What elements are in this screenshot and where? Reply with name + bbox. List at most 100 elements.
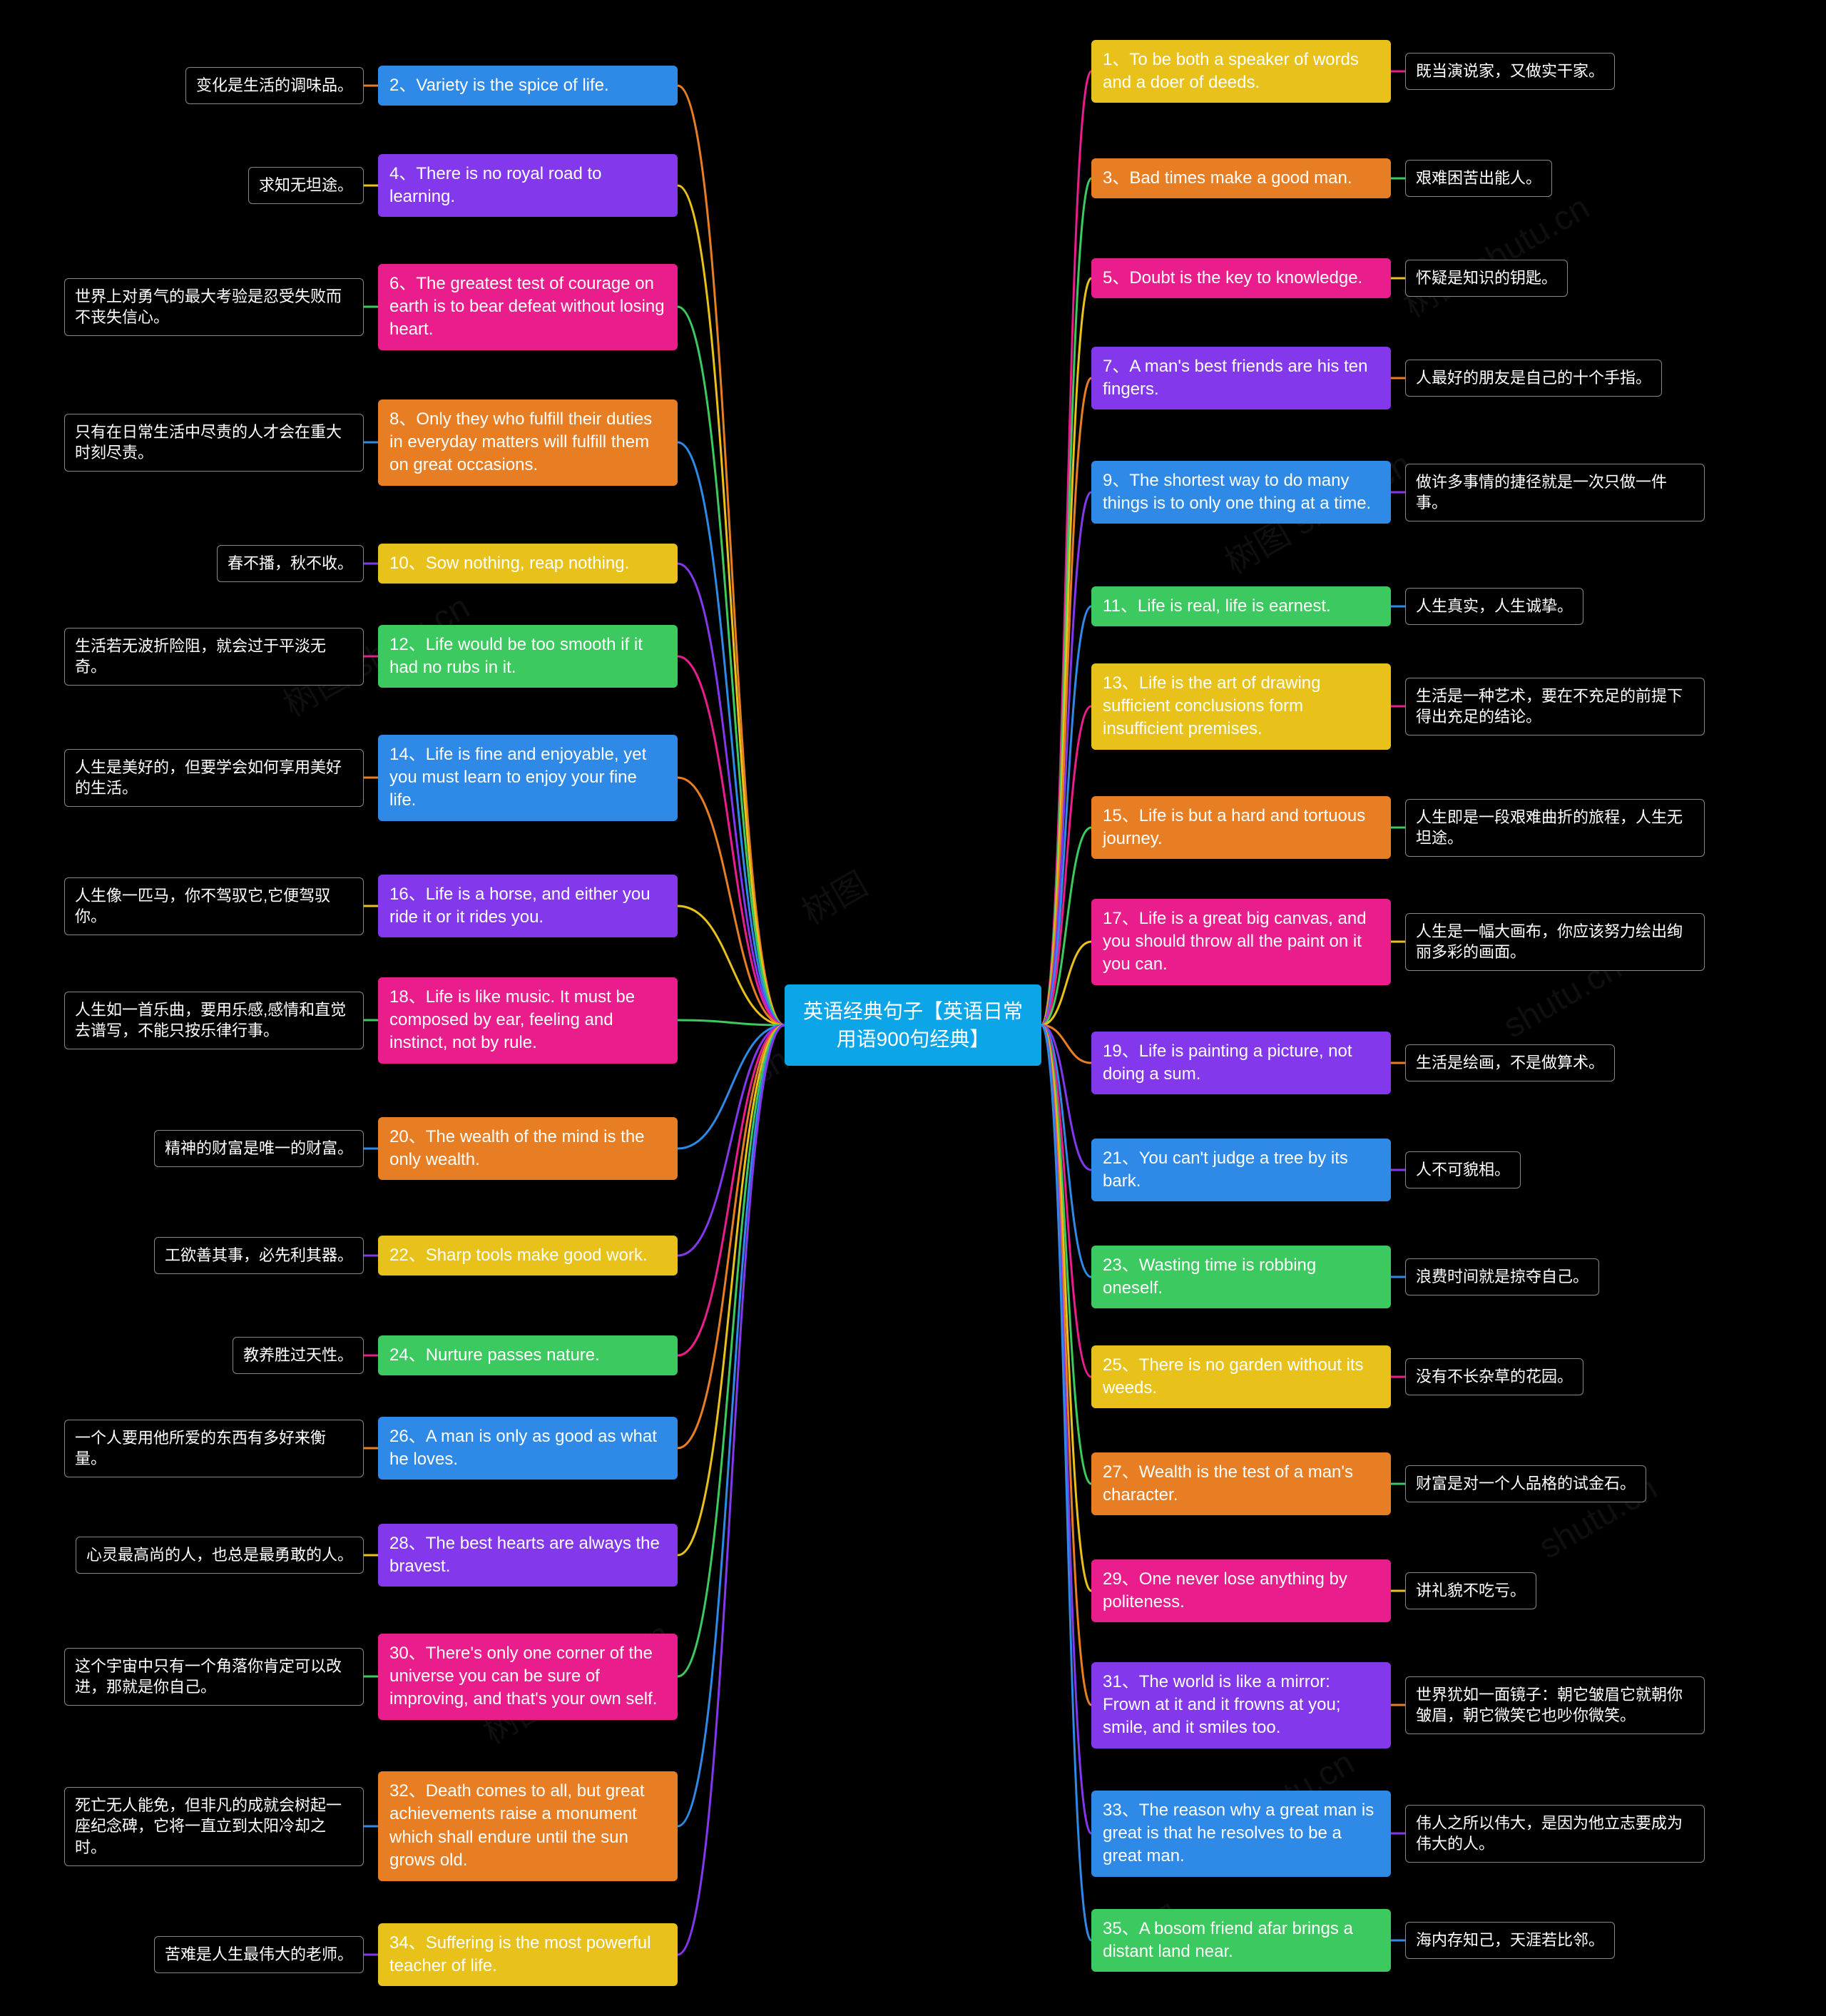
connection-edge xyxy=(1041,1025,1091,1377)
connection-edge xyxy=(1041,1025,1091,1940)
connection-edge xyxy=(678,1025,785,1955)
note-node: 生活是绘画，不是做算术。 xyxy=(1405,1044,1615,1081)
topic-node[interactable]: 33、The reason why a great man is great i… xyxy=(1091,1791,1391,1877)
note-node: 伟人之所以伟大，是因为他立志要成为伟大的人。 xyxy=(1405,1805,1705,1863)
connection-edge xyxy=(1041,278,1091,1025)
note-node: 浪费时间就是掠夺自己。 xyxy=(1405,1258,1599,1295)
note-node: 这个宇宙中只有一个角落你肯定可以改进，那就是你自己。 xyxy=(64,1648,364,1706)
note-node: 求知无坦途。 xyxy=(248,167,364,204)
topic-node[interactable]: 17、Life is a great big canvas, and you s… xyxy=(1091,899,1391,985)
connection-edge xyxy=(678,1025,785,1826)
connection-edge xyxy=(678,1025,785,1448)
note-node: 财富是对一个人品格的试金石。 xyxy=(1405,1465,1646,1502)
topic-node[interactable]: 5、Doubt is the key to knowledge. xyxy=(1091,258,1391,298)
note-node: 死亡无人能免，但非凡的成就会树起一座纪念碑，它将一直立到太阳冷却之时。 xyxy=(64,1787,364,1866)
note-node: 工欲善其事，必先利其器。 xyxy=(154,1237,364,1274)
note-node: 教养胜过天性。 xyxy=(233,1337,364,1374)
topic-node[interactable]: 24、Nurture passes nature. xyxy=(378,1335,678,1375)
connection-edge xyxy=(678,86,785,1025)
topic-node[interactable]: 1、To be both a speaker of words and a do… xyxy=(1091,40,1391,103)
topic-node[interactable]: 25、There is no garden without its weeds. xyxy=(1091,1345,1391,1409)
connection-edge xyxy=(1041,828,1091,1025)
note-node: 怀疑是知识的钥匙。 xyxy=(1405,260,1568,297)
connection-edge xyxy=(678,185,785,1025)
note-node: 苦难是人生最伟大的老师。 xyxy=(154,1936,364,1973)
topic-node[interactable]: 12、Life would be too smooth if it had no… xyxy=(378,625,678,688)
topic-node[interactable]: 26、A man is only as good as what he love… xyxy=(378,1417,678,1480)
connection-edge xyxy=(1041,492,1091,1025)
topic-node[interactable]: 2、Variety is the spice of life. xyxy=(378,66,678,106)
topic-node[interactable]: 6、The greatest test of courage on earth … xyxy=(378,264,678,350)
topic-node[interactable]: 8、Only they who fulfill their duties in … xyxy=(378,399,678,486)
topic-node[interactable]: 7、A man's best friends are his ten finge… xyxy=(1091,347,1391,410)
watermark: 树图 xyxy=(791,857,875,935)
topic-node[interactable]: 15、Life is but a hard and tortuous journ… xyxy=(1091,796,1391,860)
connection-edge xyxy=(678,1025,785,1355)
note-node: 艰难困苦出能人。 xyxy=(1405,160,1552,197)
note-node: 生活是一种艺术，要在不充足的前提下得出充足的结论。 xyxy=(1405,678,1705,735)
topic-node[interactable]: 23、Wasting time is robbing oneself. xyxy=(1091,1246,1391,1309)
connection-edge xyxy=(678,656,785,1025)
connection-edge xyxy=(1041,178,1091,1025)
connection-edge xyxy=(678,906,785,1025)
note-node: 只有在日常生活中尽责的人才会在重大时刻尽责。 xyxy=(64,414,364,472)
note-node: 精神的财富是唯一的财富。 xyxy=(154,1130,364,1167)
note-node: 心灵最高尚的人，也总是最勇敢的人。 xyxy=(76,1537,364,1574)
topic-node[interactable]: 3、Bad times make a good man. xyxy=(1091,158,1391,198)
connection-edge xyxy=(1041,1025,1091,1705)
connection-edge xyxy=(678,564,785,1025)
topic-node[interactable]: 31、The world is like a mirror: Frown at … xyxy=(1091,1662,1391,1748)
note-node: 人生即是一段艰难曲折的旅程，人生无坦途。 xyxy=(1405,799,1705,857)
topic-node[interactable]: 35、A bosom friend afar brings a distant … xyxy=(1091,1909,1391,1972)
connection-edge xyxy=(1041,1025,1091,1833)
topic-node[interactable]: 10、Sow nothing, reap nothing. xyxy=(378,544,678,584)
topic-node[interactable]: 20、The wealth of the mind is the only we… xyxy=(378,1117,678,1181)
connection-edge xyxy=(678,1020,785,1025)
note-node: 做许多事情的捷径就是一次只做一件事。 xyxy=(1405,464,1705,521)
topic-node[interactable]: 11、Life is real, life is earnest. xyxy=(1091,586,1391,626)
note-node: 人不可貌相。 xyxy=(1405,1151,1521,1188)
note-node: 既当演说家，又做实干家。 xyxy=(1405,53,1615,90)
note-node: 人生真实，人生诚挚。 xyxy=(1405,588,1583,625)
center-topic[interactable]: 英语经典句子【英语日常用语900句经典】 xyxy=(785,984,1041,1066)
connection-edge xyxy=(1041,706,1091,1025)
connection-edge xyxy=(1041,378,1091,1025)
connection-edge xyxy=(1041,1025,1091,1170)
note-node: 人生是一幅大画布，你应该努力绘出绚丽多彩的画面。 xyxy=(1405,913,1705,971)
topic-node[interactable]: 32、Death comes to all, but great achieve… xyxy=(378,1771,678,1881)
watermark: 树图 shutu.cn xyxy=(1392,180,1597,327)
topic-node[interactable]: 21、You can't judge a tree by its bark. xyxy=(1091,1139,1391,1202)
connection-edge xyxy=(1041,1025,1091,1063)
connection-edge xyxy=(1041,1025,1091,1591)
topic-node[interactable]: 19、Life is painting a picture, not doing… xyxy=(1091,1032,1391,1095)
topic-node[interactable]: 9、The shortest way to do many things is … xyxy=(1091,461,1391,524)
connection-edge xyxy=(1041,1025,1091,1484)
topic-node[interactable]: 4、There is no royal road to learning. xyxy=(378,154,678,218)
note-node: 变化是生活的调味品。 xyxy=(185,67,364,104)
note-node: 世界犹如一面镜子：朝它皱眉它就朝你皱眉，朝它微笑它也吵你微笑。 xyxy=(1405,1676,1705,1734)
note-node: 海内存知己，天涯若比邻。 xyxy=(1405,1922,1615,1959)
topic-node[interactable]: 28、The best hearts are always the braves… xyxy=(378,1524,678,1587)
note-node: 人生如一首乐曲，要用乐感,感情和直觉去谱写，不能只按乐律行事。 xyxy=(64,992,364,1049)
note-node: 没有不长杂草的花园。 xyxy=(1405,1358,1583,1395)
topic-node[interactable]: 22、Sharp tools make good work. xyxy=(378,1236,678,1276)
topic-node[interactable]: 34、Suffering is the most powerful teache… xyxy=(378,1923,678,1987)
topic-node[interactable]: 14、Life is fine and enjoyable, yet you m… xyxy=(378,735,678,821)
topic-node[interactable]: 27、Wealth is the test of a man's charact… xyxy=(1091,1452,1391,1516)
connection-edge xyxy=(678,442,785,1025)
topic-node[interactable]: 30、There's only one corner of the univer… xyxy=(378,1634,678,1720)
topic-node[interactable]: 16、Life is a horse, and either you ride … xyxy=(378,875,678,938)
connection-edge xyxy=(678,1025,785,1555)
connection-edge xyxy=(1041,1025,1091,1277)
connection-edge xyxy=(678,1025,785,1256)
note-node: 人最好的朋友是自己的十个手指。 xyxy=(1405,360,1662,397)
connection-edge xyxy=(1041,606,1091,1025)
topic-node[interactable]: 13、Life is the art of drawing sufficient… xyxy=(1091,663,1391,750)
note-node: 春不播，秋不收。 xyxy=(217,545,364,582)
connection-edge xyxy=(1041,71,1091,1025)
connection-edge xyxy=(678,1025,785,1676)
note-node: 世界上对勇气的最大考验是忍受失败而不丧失信心。 xyxy=(64,278,364,336)
topic-node[interactable]: 18、Life is like music. It must be compos… xyxy=(378,977,678,1064)
note-node: 讲礼貌不吃亏。 xyxy=(1405,1572,1536,1609)
topic-node[interactable]: 29、One never lose anything by politeness… xyxy=(1091,1559,1391,1623)
